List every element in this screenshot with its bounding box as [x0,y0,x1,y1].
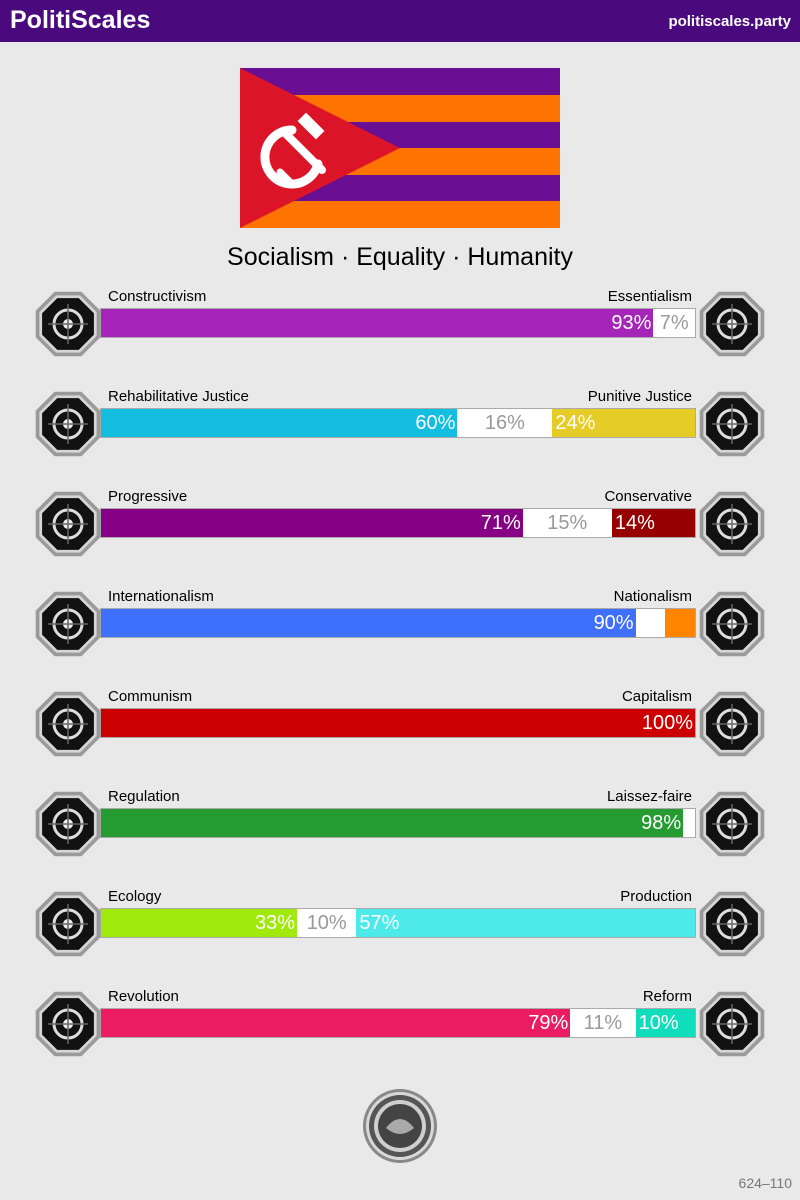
left-segment: 93% [101,309,654,337]
axis-right-label: Capitalism [621,688,692,705]
neutral-segment: 15% [522,509,612,537]
axis-left-label: Rehabilitative Justice [108,388,249,405]
axis-bar: 100% [100,708,696,738]
result-code: 624–110 [738,1175,792,1191]
axis-bar: 71% 15% 14% [100,508,696,538]
axis-bar: 93% 7% [100,308,696,338]
axis-left-label: Constructivism [108,288,207,305]
fist-icon [32,988,104,1060]
axis-left-label: Internationalism [108,588,214,605]
left-segment: 79% [101,1009,571,1037]
axis-right-label: Production [620,888,692,905]
neutral-segment: 11% [570,1009,636,1037]
axis-bar: 79% 11% 10% [100,1008,696,1038]
prison-bars-icon [696,388,768,460]
site-url[interactable]: politiscales.party [668,13,791,30]
axis-left-label: Revolution [108,988,179,1005]
neutral-segment [635,609,666,637]
butterfly-icon [696,788,768,860]
party-flag [240,68,560,228]
handshake-icon [32,388,104,460]
axis-row: 71% 15% 14% Progressive Conservative [0,488,800,568]
right-segment: 57% [356,909,695,937]
comet-icon [32,488,104,560]
axis-row: 33% 10% 57% Ecology Production [0,888,800,968]
motto: Socialism · Equality · Humanity [227,243,573,271]
axis-left-label: Ecology [108,888,162,905]
hammer-sickle-icon [32,688,104,760]
axis-row: 60% 16% 24% Rehabilitative Justice Punitive … [0,388,800,468]
axis-bar: 60% 16% 24% [100,408,696,438]
left-segment: 90% [101,609,636,637]
axis-right-label: Punitive Justice [587,388,692,405]
hammer-sickle-symbol [260,125,326,189]
axis-bar: 98% [100,808,696,838]
left-segment: 98% [101,809,684,837]
sprout-icon [32,888,104,960]
gear-icon [696,888,768,960]
axis-row: 79% 11% 10% Revolution Reform [0,988,800,1068]
eye-grid-icon [32,288,104,360]
right-segment: 14% [611,509,695,537]
left-segment: 100% [101,709,695,737]
flag-icon [696,588,768,660]
axis-row: 90% Internationalism Nationalism [0,588,800,668]
axis-left-label: Regulation [108,788,180,805]
header-bar: PolitiScales politiscales.party [0,0,800,42]
axis-bar: 90% [100,608,696,638]
left-segment: 71% [101,509,523,537]
flag-stripe [240,201,560,228]
axis-bar: 33% 10% 57% [100,908,696,938]
globe-icon [32,588,104,660]
axis-row: 98% Regulation Laissez-faire [0,788,800,868]
neutral-segment: 7% [653,309,695,337]
axis-right-label: Conservative [604,488,692,505]
right-segment: 24% [552,409,695,437]
quill-icon [696,488,768,560]
brand-title: PolitiScales [10,6,151,34]
right-segment: 10% [635,1009,695,1037]
ruler-icon [32,788,104,860]
axis-row: 93% 7% Constructivism Essentialism [0,288,800,368]
neutral-segment: 10% [297,909,357,937]
neutral-segment: 16% [457,409,553,437]
flag-stripe [240,68,560,95]
dome-icon [696,988,768,1060]
axis-right-label: Laissez-faire [606,788,692,805]
axis-left-label: Progressive [108,488,188,505]
flower-icon [696,288,768,360]
flag-triangle [240,68,400,228]
left-segment: 60% [101,409,458,437]
left-segment: 33% [101,909,298,937]
axis-left-label: Communism [108,688,193,705]
hammer-head [297,112,325,140]
right-segment [665,609,695,637]
axis-right-label: Nationalism [613,588,692,605]
axis-row: 100% Communism Capitalism [0,688,800,768]
axis-right-label: Reform [642,988,692,1005]
axis-right-label: Essentialism [607,288,692,305]
money-bag-icon [696,688,768,760]
seal-icon [363,1089,437,1163]
neutral-segment [683,809,695,837]
